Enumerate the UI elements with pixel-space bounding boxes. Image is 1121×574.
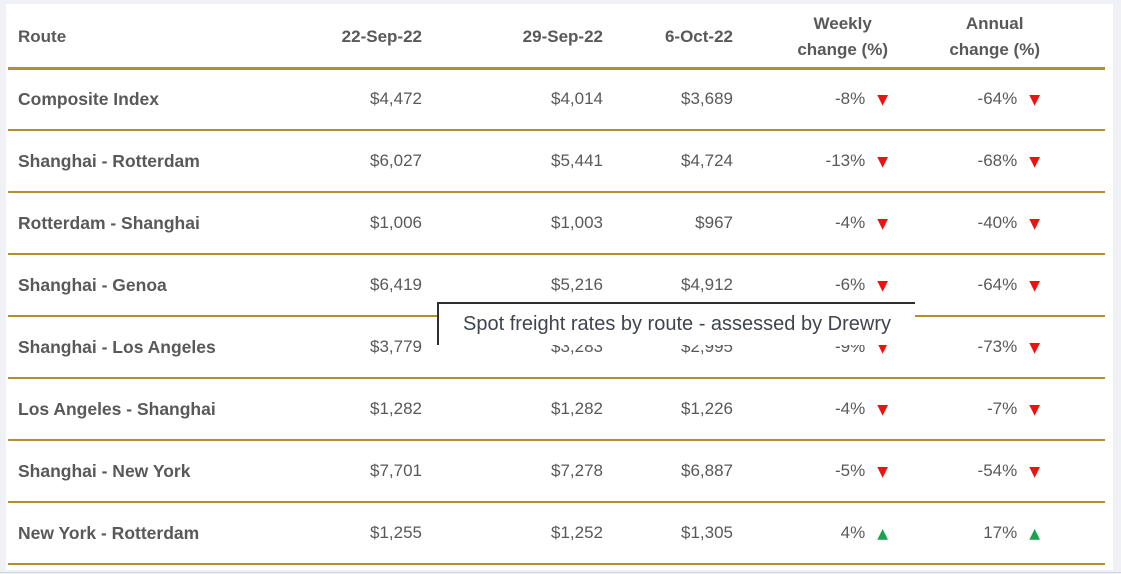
rate-cell-29-sep: $1,252	[430, 502, 611, 565]
triangle-down-icon: ▼	[877, 92, 888, 109]
route-cell: Shanghai - Los Angeles	[8, 316, 318, 379]
annual-change-cell: -64% ▼	[893, 68, 1105, 131]
route-cell: Shanghai - New York	[8, 440, 318, 503]
triangle-down-icon: ▼	[1029, 154, 1040, 170]
col-header-22-sep[interactable]: 22-Sep-22	[318, 4, 430, 70]
weekly-change-cell: -13% ▼	[741, 130, 893, 193]
window-bottom-edge	[0, 572, 1121, 573]
annual-change-cell: -54% ▼	[893, 440, 1105, 503]
rate-cell-22-sep: $6,419	[318, 254, 430, 317]
rate-cell-29-sep: $5,441	[430, 130, 611, 193]
table-row[interactable]: Composite Index $4,472 $4,014 $3,689 -8%…	[8, 68, 1105, 131]
triangle-down-icon: ▼	[1029, 464, 1040, 480]
annual-change-value: -7%	[986, 399, 1018, 418]
annual-change-value: -40%	[977, 213, 1018, 232]
rate-cell-22-sep: $3,779	[318, 316, 430, 379]
rate-cell-22-sep: $6,027	[318, 130, 430, 193]
rate-cell-22-sep: $7,701	[318, 440, 430, 503]
table-row[interactable]: Shanghai - Genoa $6,419 $5,216 $4,912 -6…	[8, 254, 1105, 317]
weekly-change-cell: -8% ▼	[741, 68, 893, 131]
annual-change-cell: -73% ▼	[893, 316, 1105, 379]
annual-change-value: -64%	[977, 89, 1018, 109]
annual-change-cell: -68% ▼	[893, 130, 1105, 193]
rate-cell-22-sep: $4,472	[318, 68, 430, 131]
table-row[interactable]: Shanghai - New York $7,701 $7,278 $6,887…	[8, 440, 1105, 503]
weekly-change-value: -4%	[834, 399, 866, 418]
rate-cell-29-sep: $1,282	[430, 378, 611, 441]
route-cell: Rotterdam - Shanghai	[8, 192, 318, 255]
col-header-weekly-change[interactable]: Weekly change (%)	[741, 4, 893, 70]
annual-change-cell: -40% ▼	[893, 192, 1105, 255]
annual-change-cell: -64% ▼	[893, 254, 1105, 317]
rate-cell-6-oct: $1,226	[611, 378, 741, 441]
weekly-change-cell: 4% ▲	[741, 502, 893, 565]
rate-cell-29-sep: $4,014	[430, 68, 611, 131]
col-header-6-oct[interactable]: 6-Oct-22	[611, 4, 741, 70]
freight-rates-table: Route 22-Sep-22 29-Sep-22 6-Oct-22 Weekl…	[8, 4, 1105, 565]
annual-change-value: -54%	[977, 461, 1018, 480]
annual-change-value: -68%	[977, 151, 1018, 170]
triangle-up-icon: ▲	[1029, 526, 1040, 542]
weekly-change-value: -4%	[834, 213, 866, 232]
annual-change-cell: -7% ▼	[893, 378, 1105, 441]
annual-change-value: -64%	[977, 275, 1018, 294]
route-cell: Los Angeles - Shanghai	[8, 378, 318, 441]
route-cell: New York - Rotterdam	[8, 502, 318, 565]
annual-change-value: -73%	[977, 337, 1018, 356]
col-header-annual-change[interactable]: Annual change (%)	[893, 4, 1105, 70]
weekly-change-value: -6%	[834, 275, 866, 294]
triangle-up-icon: ▲	[877, 526, 888, 542]
annual-change-cell: 17% ▲	[893, 502, 1105, 565]
rate-cell-22-sep: $1,006	[318, 192, 430, 255]
rate-cell-22-sep: $1,255	[318, 502, 430, 565]
weekly-change-cell: -4% ▼	[741, 192, 893, 255]
table-header-row: Route 22-Sep-22 29-Sep-22 6-Oct-22 Weekl…	[8, 4, 1105, 70]
weekly-change-value: -13%	[825, 151, 866, 170]
weekly-change-label-line2: change (%)	[797, 40, 888, 60]
weekly-change-cell: -4% ▼	[741, 378, 893, 441]
route-cell: Shanghai - Genoa	[8, 254, 318, 317]
annual-change-value: 17%	[983, 523, 1018, 542]
triangle-down-icon: ▼	[1029, 92, 1040, 109]
rate-cell-22-sep: $1,282	[318, 378, 430, 441]
weekly-change-label-line1: Weekly	[813, 13, 872, 33]
triangle-down-icon: ▼	[1029, 278, 1040, 294]
annual-change-label-line2: change (%)	[949, 40, 1040, 60]
route-cell: Shanghai - Rotterdam	[8, 130, 318, 193]
triangle-down-icon: ▼	[877, 464, 888, 480]
weekly-change-cell: -5% ▼	[741, 440, 893, 503]
table-row[interactable]: New York - Rotterdam $1,255 $1,252 $1,30…	[8, 502, 1105, 565]
rate-cell-6-oct: $6,887	[611, 440, 741, 503]
table-title-text: Spot freight rates by route - assessed b…	[463, 313, 891, 335]
rate-cell-6-oct: $4,724	[611, 130, 741, 193]
rate-cell-6-oct: $1,305	[611, 502, 741, 565]
triangle-down-icon: ▼	[1029, 216, 1040, 232]
triangle-down-icon: ▼	[1029, 402, 1040, 418]
weekly-change-value: -8%	[834, 89, 866, 109]
table-title-tooltip[interactable]: Spot freight rates by route - assessed b…	[437, 302, 915, 345]
annual-change-label-line1: Annual	[965, 13, 1024, 33]
rate-cell-6-oct: $967	[611, 192, 741, 255]
table-row[interactable]: Rotterdam - Shanghai $1,006 $1,003 $967 …	[8, 192, 1105, 255]
triangle-down-icon: ▼	[877, 340, 888, 356]
table-row[interactable]: Shanghai - Rotterdam $6,027 $5,441 $4,72…	[8, 130, 1105, 193]
col-header-29-sep[interactable]: 29-Sep-22	[430, 4, 611, 70]
table-body: Composite Index $4,472 $4,014 $3,689 -8%…	[8, 68, 1105, 565]
weekly-change-value: 4%	[840, 523, 866, 542]
triangle-down-icon: ▼	[877, 154, 888, 170]
triangle-down-icon: ▼	[877, 278, 888, 294]
rate-cell-6-oct: $3,689	[611, 68, 741, 131]
col-header-route[interactable]: Route	[8, 4, 318, 70]
rate-cell-29-sep: $7,278	[430, 440, 611, 503]
rate-cell-29-sep: $1,003	[430, 192, 611, 255]
route-cell: Composite Index	[8, 68, 318, 131]
weekly-change-value: -5%	[834, 461, 866, 480]
table-row[interactable]: Los Angeles - Shanghai $1,282 $1,282 $1,…	[8, 378, 1105, 441]
triangle-down-icon: ▼	[1029, 340, 1040, 356]
triangle-down-icon: ▼	[877, 402, 888, 418]
triangle-down-icon: ▼	[877, 216, 888, 232]
